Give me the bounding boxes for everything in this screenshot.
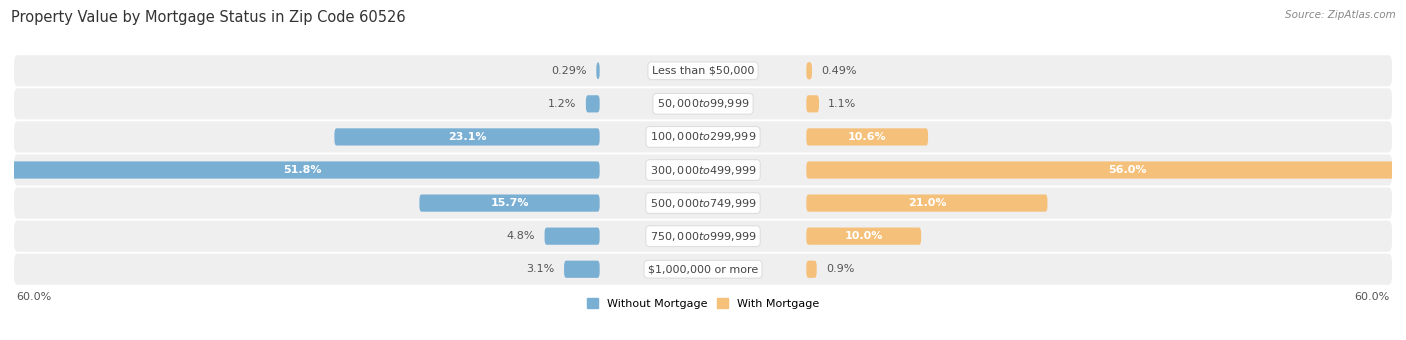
FancyBboxPatch shape [14,254,1392,285]
Text: $50,000 to $99,999: $50,000 to $99,999 [657,97,749,110]
Text: 0.29%: 0.29% [551,66,588,76]
Text: $300,000 to $499,999: $300,000 to $499,999 [650,164,756,176]
FancyBboxPatch shape [807,194,1047,212]
Text: $1,000,000 or more: $1,000,000 or more [648,264,758,274]
Text: 15.7%: 15.7% [491,198,529,208]
FancyBboxPatch shape [4,162,599,178]
FancyBboxPatch shape [807,128,928,146]
FancyBboxPatch shape [544,227,599,245]
FancyBboxPatch shape [564,261,599,278]
FancyBboxPatch shape [586,95,599,113]
FancyBboxPatch shape [14,88,1392,119]
Text: 56.0%: 56.0% [1108,165,1147,175]
FancyBboxPatch shape [807,162,1406,178]
Text: $500,000 to $749,999: $500,000 to $749,999 [650,197,756,209]
FancyBboxPatch shape [14,188,1392,219]
Text: 10.6%: 10.6% [848,132,887,142]
FancyBboxPatch shape [14,154,1392,186]
FancyBboxPatch shape [419,194,599,212]
Text: 60.0%: 60.0% [1354,292,1389,302]
Text: 0.9%: 0.9% [825,264,855,274]
Text: $750,000 to $999,999: $750,000 to $999,999 [650,230,756,243]
Text: 3.1%: 3.1% [527,264,555,274]
Text: 1.1%: 1.1% [828,99,856,109]
Text: 10.0%: 10.0% [845,231,883,241]
Text: 21.0%: 21.0% [908,198,946,208]
FancyBboxPatch shape [807,227,921,245]
Text: 4.8%: 4.8% [506,231,536,241]
Text: Property Value by Mortgage Status in Zip Code 60526: Property Value by Mortgage Status in Zip… [11,10,406,25]
Text: Less than $50,000: Less than $50,000 [652,66,754,76]
Text: $100,000 to $299,999: $100,000 to $299,999 [650,131,756,143]
FancyBboxPatch shape [807,95,818,113]
FancyBboxPatch shape [807,62,813,79]
Text: 0.49%: 0.49% [821,66,856,76]
Text: 23.1%: 23.1% [447,132,486,142]
FancyBboxPatch shape [14,121,1392,152]
FancyBboxPatch shape [596,62,599,79]
FancyBboxPatch shape [335,128,599,146]
Text: Source: ZipAtlas.com: Source: ZipAtlas.com [1285,10,1396,20]
Text: 60.0%: 60.0% [17,292,52,302]
FancyBboxPatch shape [807,261,817,278]
FancyBboxPatch shape [14,55,1392,86]
Legend: Without Mortgage, With Mortgage: Without Mortgage, With Mortgage [588,299,818,309]
FancyBboxPatch shape [14,221,1392,252]
Text: 51.8%: 51.8% [283,165,322,175]
Text: 1.2%: 1.2% [548,99,576,109]
